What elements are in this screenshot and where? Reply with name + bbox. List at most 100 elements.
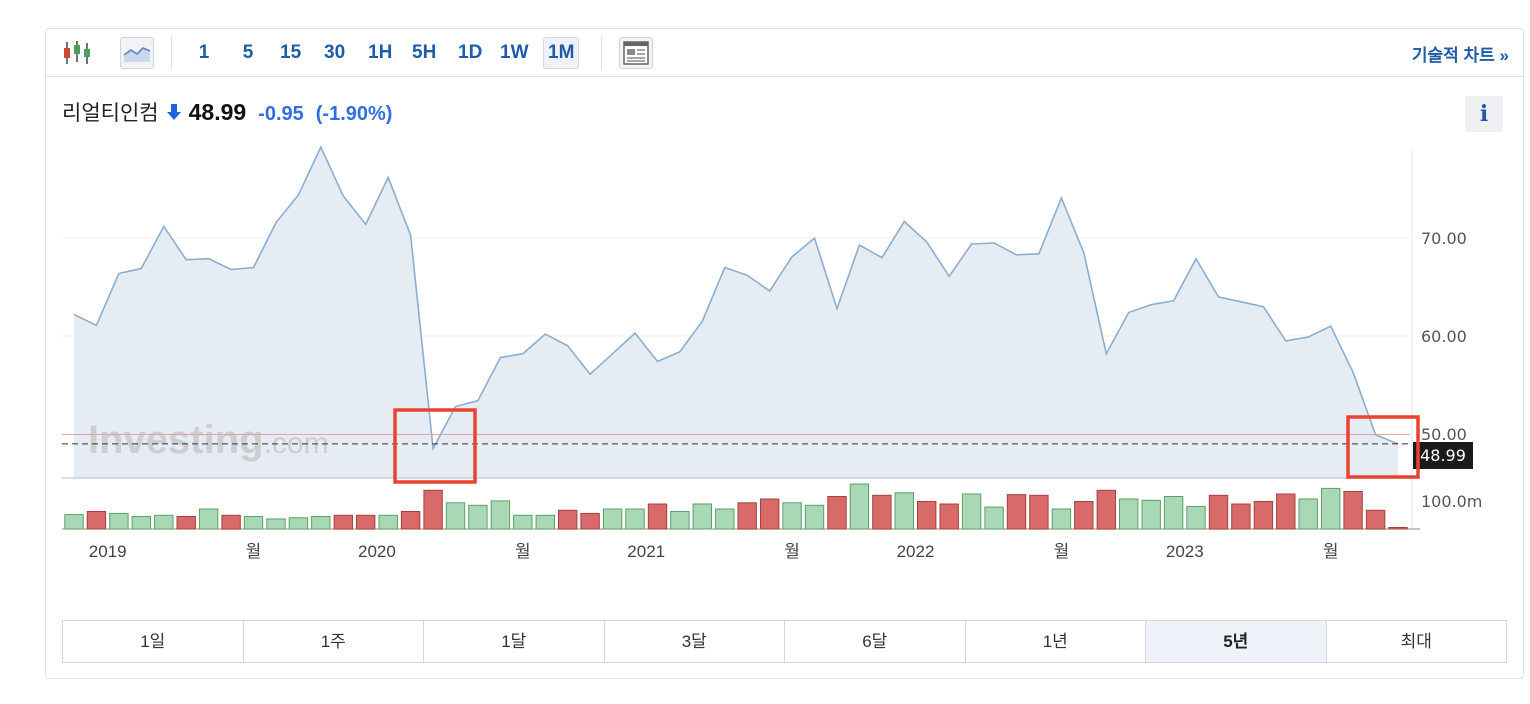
volume-bar	[827, 496, 847, 530]
candlestick-icon[interactable]	[60, 37, 94, 69]
volume-bar	[602, 508, 623, 530]
volume-bar	[535, 514, 555, 530]
volume-bar	[804, 504, 825, 530]
price-change: -0.95	[258, 103, 304, 125]
layout-template-icon[interactable]	[619, 37, 653, 69]
info-button[interactable]: i	[1465, 96, 1503, 132]
toolbar-divider	[601, 36, 602, 70]
volume-bar	[86, 511, 107, 530]
x-tick-label: 2022	[897, 542, 935, 561]
current-price-tag: 48.99	[1413, 442, 1473, 469]
toolbar-divider	[171, 36, 172, 70]
volume-bar	[647, 503, 668, 530]
price-change-percent: (-1.90%)	[315, 103, 393, 125]
volume-bar	[917, 501, 937, 530]
volume-bar	[1388, 527, 1408, 530]
y-axis: 70.00 60.00 50.00 100.0m	[1421, 229, 1482, 511]
instrument-name: 리얼티인컴	[62, 102, 159, 125]
y-tick-label: 60.00	[1421, 327, 1467, 346]
x-axis: 2019 월 2020 월 2021 월 2022 월 2023 월	[89, 542, 1339, 561]
volume-bar	[490, 500, 511, 530]
interval-5[interactable]: 5	[242, 42, 254, 63]
volume-bar	[1231, 503, 1251, 530]
volume-bar	[670, 511, 690, 530]
interval-1d[interactable]: 1D	[458, 42, 483, 63]
x-tick-label: 월	[784, 542, 800, 561]
x-tick-label: 2021	[627, 542, 665, 561]
volume-bar	[984, 506, 1004, 530]
range-3m[interactable]: 3달	[605, 621, 785, 662]
range-selector: 1일 1주 1달 3달 6달 1년 5년 최대	[62, 620, 1507, 663]
interval-1h[interactable]: 1H	[368, 42, 393, 63]
x-tick-label: 월	[1054, 542, 1070, 561]
last-price: 48.99	[188, 99, 247, 125]
volume-bar	[872, 494, 892, 530]
volume-bar	[760, 498, 780, 530]
volume-bar	[154, 514, 174, 530]
range-5y[interactable]: 5년	[1146, 621, 1327, 662]
volume-bar	[243, 516, 264, 530]
volume-bar	[378, 514, 398, 530]
range-6m[interactable]: 6달	[785, 621, 966, 662]
volume-bar	[423, 489, 443, 530]
volume-bar	[849, 483, 870, 530]
volume-bar	[1186, 506, 1206, 530]
volume-bar	[131, 516, 152, 530]
volume-bar	[445, 502, 466, 530]
interval-15[interactable]: 15	[280, 42, 302, 63]
interval-1w[interactable]: 1W	[500, 42, 529, 63]
x-tick-label: 월	[515, 542, 531, 561]
technical-chart-link[interactable]: 기술적 차트 »	[1411, 46, 1509, 65]
y-tick-label: 70.00	[1421, 229, 1467, 248]
volume-bar	[1365, 509, 1386, 530]
interval-5h[interactable]: 5H	[412, 42, 437, 63]
volume-bar	[468, 504, 488, 530]
range-max[interactable]: 최대	[1400, 632, 1432, 651]
volume-bar	[939, 503, 959, 530]
interval-1m[interactable]: 1M	[543, 37, 580, 69]
interval-1[interactable]: 1	[198, 42, 210, 63]
volume-axis-label: 100.0m	[1421, 492, 1482, 511]
volume-bar	[64, 514, 84, 530]
area-chart-icon[interactable]	[120, 37, 154, 69]
volume-bar	[1074, 501, 1094, 530]
volume-bar	[1006, 494, 1027, 530]
volume-bar	[1119, 498, 1139, 530]
quote-header: 리얼티인컴 48.99 -0.95 (-1.90%)	[62, 97, 392, 127]
volume-bar	[1321, 487, 1341, 530]
range-1y[interactable]: 1년	[966, 621, 1146, 662]
volume-bar	[400, 511, 421, 530]
volume-bar	[625, 508, 645, 530]
price-line	[73, 145, 1399, 452]
x-tick-label: 월	[246, 542, 262, 561]
x-tick-label: 2023	[1166, 542, 1204, 561]
volume-bar	[1096, 489, 1116, 530]
volume-bar	[333, 514, 354, 530]
volume-bar	[580, 512, 600, 530]
range-1m[interactable]: 1달	[424, 621, 605, 662]
x-tick-label: 2019	[89, 542, 127, 561]
arrow-down-icon	[166, 104, 181, 125]
volume-bar	[1163, 496, 1184, 530]
volume-bar	[692, 503, 712, 530]
volume-bar	[176, 516, 196, 530]
x-tick-label: 월	[1323, 542, 1339, 561]
price-area	[74, 147, 1398, 478]
volume-bar	[1029, 494, 1049, 530]
volume-bar	[1051, 508, 1072, 530]
volume-bar	[558, 509, 578, 530]
volume-bar	[1343, 491, 1363, 530]
volume-bar	[961, 493, 982, 530]
volume-bar	[1276, 493, 1296, 530]
chart-toolbar: 1 5 15 30 1H 5H 1D 1W 1M 기술적 차트 »	[46, 29, 1523, 77]
y-tick-label: 50.00	[1421, 425, 1467, 444]
volume-bar	[1141, 499, 1161, 530]
range-1d[interactable]: 1일	[63, 621, 244, 662]
interval-30[interactable]: 30	[324, 42, 346, 63]
volume-bar	[198, 508, 219, 530]
volume-bar	[1208, 494, 1229, 530]
range-1w[interactable]: 1주	[244, 621, 424, 662]
volume-bar	[782, 502, 802, 530]
volume-bar	[715, 508, 735, 530]
